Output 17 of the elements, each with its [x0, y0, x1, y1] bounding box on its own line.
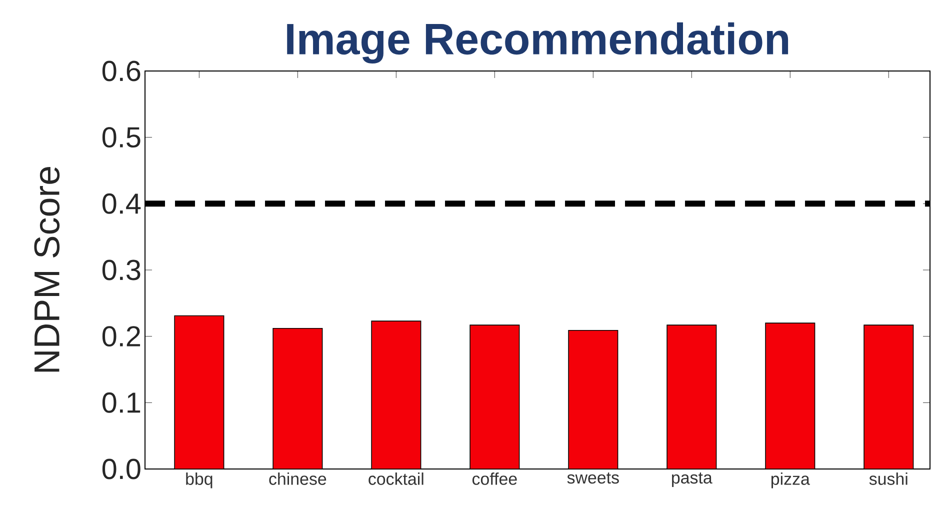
x-tick-label: pasta: [672, 472, 712, 487]
x-tick-label: coffee: [472, 472, 517, 485]
y-tick-label: 0.4: [102, 193, 141, 214]
x-tick-label: sushi: [869, 472, 908, 485]
x-tick-label: chinese: [269, 472, 326, 485]
y-tick-label: 0.5: [102, 127, 140, 148]
y-tick-label: 0.3: [102, 260, 140, 280]
chart-title: Image Recommendation: [287, 22, 788, 64]
x-tick-label: sweets: [567, 472, 619, 484]
y-tick-label: 0.6: [102, 60, 140, 82]
y-tick-label: 0.0: [102, 458, 140, 480]
x-tick-label: pizza: [771, 472, 810, 488]
y-tick-label: 0.2: [102, 326, 140, 347]
x-tick-label: bbq: [186, 472, 212, 488]
x-tick-label: cocktail: [368, 472, 424, 485]
y-axis-title: NDPM Score: [34, 167, 60, 372]
y-tick-label: 0.1: [102, 392, 140, 413]
